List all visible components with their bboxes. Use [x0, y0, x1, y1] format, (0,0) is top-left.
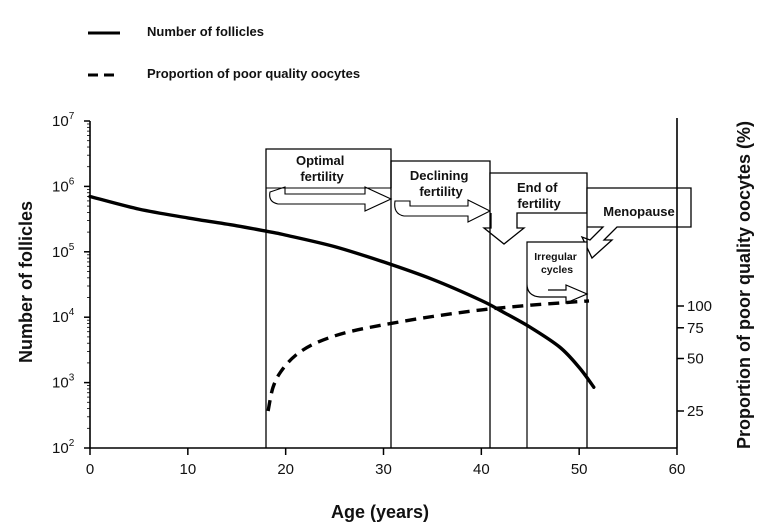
- y-left-axis-ticks: 102 103 104 105 106 107: [52, 111, 90, 457]
- x-axis-title: Age (years): [331, 502, 429, 522]
- phase-label-optimal-line2: fertility: [300, 169, 344, 184]
- series-line-poor-quality-oocytes: [266, 299, 590, 412]
- y-left-tick-label: 105: [52, 242, 75, 261]
- phase-annotations: Optimal fertility Declining fertility En…: [265, 148, 692, 448]
- y-left-axis-title: Number of follicles: [16, 201, 36, 363]
- y-left-tick-label: 103: [52, 373, 75, 392]
- x-tick-label: 40: [473, 461, 490, 478]
- y-left-tick-label: 106: [52, 176, 75, 195]
- phase-label-declining-line1: Declining: [410, 168, 469, 183]
- x-tick-label: 30: [375, 461, 392, 478]
- y-right-tick-label: 100: [687, 298, 712, 315]
- x-tick-label: 0: [86, 461, 94, 478]
- legend-label-poor-quality: Proportion of poor quality oocytes: [147, 66, 360, 81]
- y-right-tick-label: 25: [687, 403, 704, 420]
- y-right-tick-label: 75: [687, 320, 704, 337]
- x-tick-label: 20: [277, 461, 294, 478]
- y-right-axis-ticks: 25 50 75 100: [677, 298, 712, 420]
- phase-label-menopause: Menopause: [603, 204, 675, 219]
- y-left-tick-label: 104: [52, 307, 75, 326]
- phase-label-end-of-fertility: End of fertility: [517, 180, 561, 211]
- series-line-follicles: [88, 194, 596, 389]
- phase-label-irregular-line2: cycles: [541, 264, 573, 276]
- phase-box-end-of-fertility: [482, 172, 588, 448]
- x-axis-ticks: 0 10 20 30 40 50 60: [86, 448, 686, 478]
- x-tick-label: 60: [669, 461, 686, 478]
- legend-label-follicles: Number of follicles: [147, 24, 264, 39]
- axes: [89, 118, 678, 449]
- y-left-tick-label: 107: [52, 111, 75, 130]
- phase-box-menopause: [580, 187, 692, 448]
- y-right-axis-title: Proportion of poor quality oocytes (%): [734, 121, 754, 449]
- phase-label-irregular-line1: Irregular: [534, 251, 577, 263]
- phase-label-declining-line2: fertility: [419, 184, 463, 199]
- y-left-tick-label: 102: [52, 438, 75, 457]
- phase-arrow-optimal-fertility: [266, 186, 393, 212]
- series-layer: [88, 194, 596, 412]
- phase-label-optimal-line1: Optimal: [296, 153, 344, 168]
- y-right-tick-label: 50: [687, 351, 704, 368]
- legend: Number of follicles Proportion of poor q…: [88, 24, 360, 81]
- phase-arrow-declining-fertility: [394, 199, 492, 223]
- x-tick-label: 50: [571, 461, 588, 478]
- phase-label-declining-fertility: Declining fertility: [410, 168, 472, 199]
- x-tick-label: 10: [179, 461, 196, 478]
- phase-label-optimal-fertility: Optimal fertility: [296, 153, 348, 184]
- phase-label-end-line2: fertility: [517, 196, 561, 211]
- phase-label-end-line1: End of: [517, 180, 558, 195]
- phase-label-irregular-cycles: Irregular cycles: [534, 251, 580, 276]
